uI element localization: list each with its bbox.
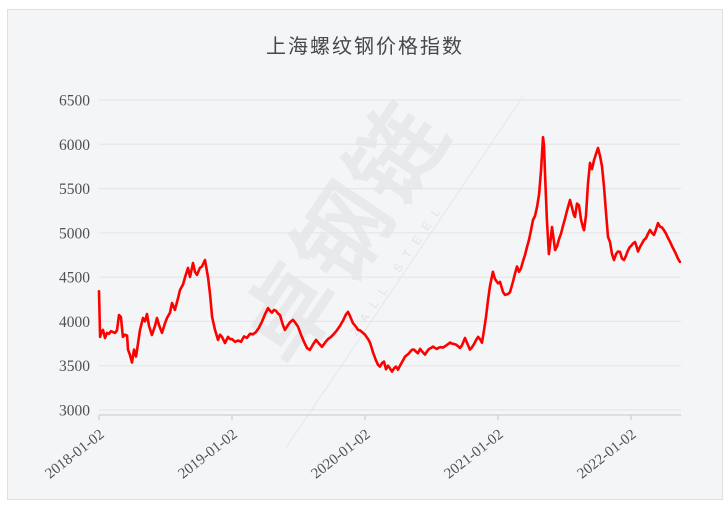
chart-title: 上海螺纹钢价格指数 [266, 36, 464, 58]
x-tick-label: 2019-01-02 [175, 427, 240, 483]
x-tick-label: 2022-01-02 [574, 427, 639, 483]
y-tick-label: 5000 [59, 225, 90, 242]
y-tick-label: 6500 [59, 93, 90, 110]
y-tick-label: 4500 [59, 270, 90, 287]
y-tick-label: 3500 [59, 358, 90, 375]
y-tick-label: 6000 [59, 137, 90, 154]
y-tick-label: 3000 [59, 403, 90, 420]
price-series-line [97, 135, 682, 373]
y-tick-label: 5500 [59, 181, 90, 198]
x-tick-label: 2018-01-02 [42, 427, 107, 483]
x-tick-label: 2021-01-02 [441, 427, 506, 483]
y-tick-label: 4000 [59, 314, 90, 331]
x-tick-label: 2020-01-02 [308, 427, 373, 483]
